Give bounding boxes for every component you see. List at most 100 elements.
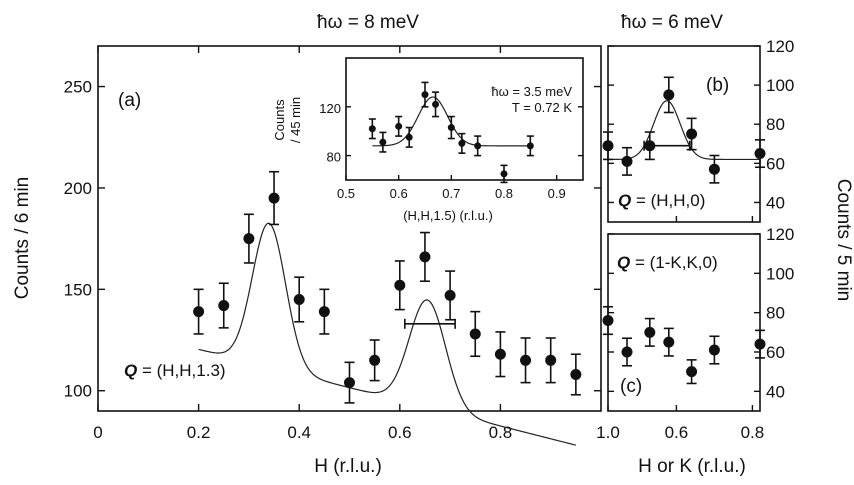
x-tick-label: 0.7 [442, 186, 460, 201]
inset-xlabel: (H,H,1.5) (r.l.u.) [403, 208, 493, 223]
data-point [686, 128, 698, 140]
panel-a-q-annotation: Q = (H,H,1.3) [124, 361, 226, 380]
y-tick-label: 40 [766, 382, 785, 401]
panel-b-label: (b) [706, 75, 729, 96]
panel-b-x-ticks [675, 216, 754, 222]
y-tick-label: 200 [64, 179, 92, 198]
data-point [520, 354, 532, 366]
y-tick-label: 120 [766, 225, 794, 244]
y-tick-label: 150 [64, 280, 92, 299]
x-tick-label: 0.6 [665, 423, 689, 442]
data-point [218, 300, 230, 312]
data-point [500, 170, 508, 178]
panel-c: 40 60 80 100 120 1.0 0.6 0.8 (c) Q = (1-K,K,0)… [596, 225, 794, 477]
inset-ylabel-line2: / 45 min [288, 97, 303, 143]
panel-b-q-annotation: Q = (H,H,0) [618, 191, 705, 210]
data-point [395, 122, 403, 130]
x-tick-label: 0.6 [390, 186, 408, 201]
data-point [526, 142, 534, 150]
panel-b-data-points [602, 76, 766, 184]
y-tick-label: 60 [766, 154, 785, 173]
data-point [621, 155, 633, 167]
data-point [570, 369, 582, 380]
y-tick-label: 60 [766, 343, 785, 362]
data-point [444, 289, 456, 301]
data-point [469, 328, 481, 340]
panel-b-title: ħω = 6 meV [621, 12, 723, 33]
x-tick-label: 0.6 [388, 423, 412, 442]
x-tick-label: 0.8 [741, 423, 765, 442]
panel-a-q-value: = (H,H,1.3) [137, 361, 225, 380]
inset-temperature: T = 0.72 K [512, 100, 572, 115]
inset-x-ticks: 0.5 0.6 0.7 0.8 0.9 [337, 175, 566, 201]
data-point [432, 100, 440, 108]
y-tick-label: 100 [766, 264, 794, 283]
y-tick-label: 100 [64, 382, 92, 401]
y-tick-label: 80 [766, 304, 785, 323]
panel-b-resolution-bar [643, 140, 691, 151]
panel-a-x-ticks: 0 0.2 0.4 0.6 0.8 [93, 46, 512, 442]
data-point [474, 142, 482, 150]
y-tick-label: 250 [64, 78, 92, 97]
panel-a-title: ħω = 8 meV [317, 12, 419, 33]
x-tick-label: 1.0 [596, 423, 620, 442]
data-point [344, 377, 355, 389]
right-ylabel: Counts / 5 min [833, 179, 854, 302]
x-tick-label: 0.9 [548, 186, 566, 201]
y-tick-label: 120 [766, 37, 794, 56]
y-tick-label: 100 [766, 76, 794, 95]
y-tick-label: 80 [766, 115, 785, 134]
panel-c-data-points [602, 305, 766, 385]
data-point [243, 233, 255, 245]
data-point [602, 140, 614, 152]
panel-a-resolution-bar [404, 318, 456, 329]
panel-a-fit-curve [198, 222, 576, 446]
panel-b-q-value: = (H,H,0) [631, 191, 705, 210]
y-tick-label: 40 [766, 193, 785, 212]
x-tick-label: 0 [93, 423, 102, 442]
x-tick-label: 0.8 [495, 186, 513, 201]
data-point [318, 306, 330, 318]
data-point [686, 366, 698, 378]
panel-a-ylabel: Counts / 6 min [12, 177, 33, 300]
inset-frame [345, 57, 584, 181]
data-point [663, 336, 675, 348]
data-point [708, 344, 720, 356]
data-point [447, 124, 455, 132]
data-point [602, 315, 614, 327]
inset-background [346, 58, 583, 180]
data-point [644, 326, 656, 338]
data-point [293, 293, 305, 305]
data-point [545, 354, 557, 366]
panel-c-y-ticks: 40 60 80 100 120 [608, 225, 794, 401]
data-point [379, 138, 387, 146]
inset-data-points [368, 81, 534, 184]
data-point [494, 348, 506, 360]
x-tick-label: 0.5 [337, 186, 355, 201]
data-point [621, 346, 633, 358]
panel-b-y-ticks: 40 60 80 100 120 [608, 37, 794, 212]
panel-a-data-points [193, 170, 582, 404]
data-point [754, 338, 766, 350]
data-point [369, 354, 381, 366]
data-point [663, 89, 675, 101]
panel-b-fit-curve [608, 100, 760, 161]
data-point [458, 139, 466, 147]
panel-b: 40 60 80 100 120 (b) Q = (H,H,0) [602, 37, 794, 223]
panel-c-xlabel: H or K (r.l.u.) [638, 456, 746, 477]
inset: 80 120 0.5 0.6 0.7 0.8 0.9 ħω = 3.5 meV T = 0… [272, 57, 584, 223]
data-point [368, 125, 376, 133]
y-tick-label: 80 [327, 150, 341, 165]
panel-b-q-symbol: Q [618, 191, 631, 210]
data-point [405, 133, 413, 141]
data-point [268, 192, 280, 204]
panel-c-q-annotation: Q = (1-K,K,0) [617, 253, 718, 272]
panel-c-q-symbol: Q [617, 253, 630, 272]
panel-c-x-ticks: 1.0 0.6 0.8 [596, 405, 764, 442]
panel-a-xlabel: H (r.l.u.) [314, 456, 382, 477]
panel-a-q-symbol: Q [124, 361, 137, 380]
x-tick-label: 0.4 [287, 423, 311, 442]
inset-y-ticks: 80 120 [319, 101, 583, 165]
inset-energy: ħω = 3.5 meV [491, 84, 572, 99]
